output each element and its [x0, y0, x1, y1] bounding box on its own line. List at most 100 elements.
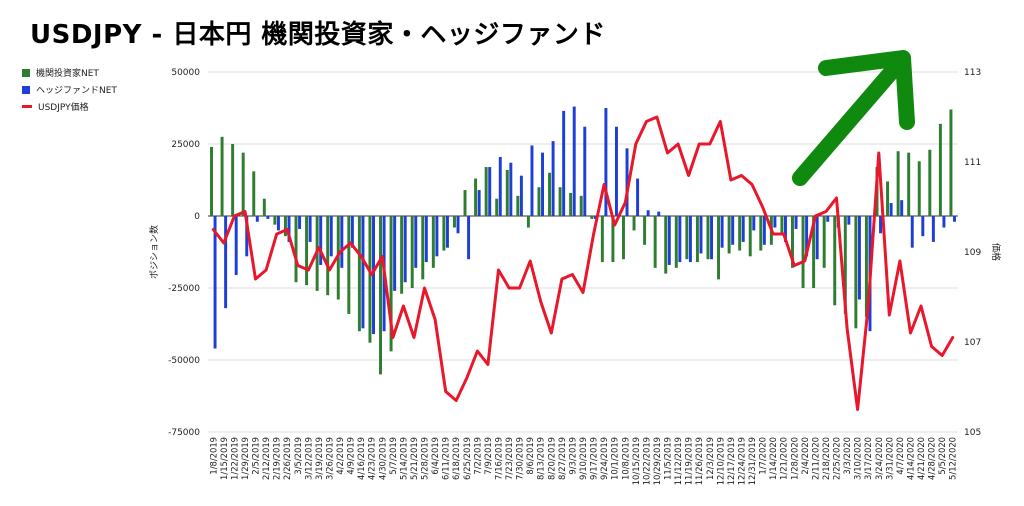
institutional-bar	[801, 216, 805, 288]
institutional-bar	[262, 198, 266, 216]
x-tick-label: 5/28/2019	[420, 437, 430, 480]
institutional-bar	[917, 161, 921, 216]
hedgefund-bar	[731, 216, 735, 245]
institutional-bar	[220, 136, 224, 216]
hedgefund-bar	[361, 216, 365, 329]
legend: 機関投資家NET ヘッジファンドNET USDJPY価格	[22, 64, 117, 115]
institutional-bar	[949, 109, 953, 216]
hedgefund-bar	[266, 216, 270, 219]
institutional-bar	[600, 216, 604, 263]
institutional-bar	[812, 216, 816, 288]
institutional-bar	[674, 216, 678, 268]
hedgefund-bar	[889, 203, 893, 216]
x-tick-label: 8/20/2019	[546, 437, 556, 480]
y-left-tick-label: -25000	[168, 284, 200, 294]
x-tick-label: 4/7/2020	[895, 437, 905, 475]
x-tick-label: 6/11/2019	[441, 437, 451, 480]
institutional-bar	[611, 216, 615, 263]
x-tick-label: 7/2/2019	[472, 437, 482, 475]
x-tick-label: 3/17/2020	[863, 437, 873, 480]
institutional-bar	[474, 178, 478, 216]
legend-label-hedgefund: ヘッジファンドNET	[36, 86, 117, 96]
x-tick-label: 11/26/2019	[694, 437, 704, 485]
institutional-bar	[558, 187, 562, 216]
x-tick-label: 9/3/2019	[567, 437, 577, 475]
hedgefund-bar	[298, 216, 302, 229]
y-right-tick-label: 109	[964, 248, 981, 258]
chart-title: USDJPY - 日本円 機関投資家・ヘッジファンド	[30, 20, 606, 50]
hedgefund-bar	[614, 126, 618, 216]
institutional-bar	[442, 216, 446, 251]
institutional-bar	[706, 216, 710, 260]
hedgefund-bar	[572, 106, 576, 216]
x-tick-label: 5/21/2019	[409, 437, 419, 480]
institutional-bar	[727, 216, 731, 254]
hedgefund-bar	[424, 216, 428, 263]
hedgefund-bar	[488, 167, 492, 216]
hedgefund-bar	[562, 110, 566, 216]
legend-item-hedgefund: ヘッジファンドNET	[22, 81, 117, 98]
institutional-bar	[569, 192, 573, 216]
y-left-tick-label: -50000	[168, 356, 200, 366]
hedgefund-bar	[815, 216, 819, 260]
hedgefund-bar	[308, 216, 312, 242]
institutional-bar	[864, 216, 868, 317]
x-tick-label: 3/24/2020	[874, 437, 884, 480]
hedgefund-bar	[910, 216, 914, 248]
hedgefund-bar	[340, 216, 344, 268]
hedgefund-bar	[372, 216, 375, 335]
institutional-bar	[516, 195, 520, 216]
institutional-bar	[379, 216, 382, 375]
institutional-bar	[495, 198, 499, 216]
x-tick-label: 1/7/2020	[758, 437, 768, 475]
institutional-bar	[210, 146, 213, 216]
institutional-bar	[548, 172, 552, 216]
hedgefund-bar	[625, 148, 629, 216]
institutional-bar	[505, 169, 509, 216]
hedgefund-bar	[287, 216, 291, 242]
x-tick-label: 1/15/2019	[219, 437, 229, 480]
institutional-bar	[421, 216, 425, 280]
x-tick-label: 2/25/2020	[832, 437, 842, 480]
hedgefund-bar	[435, 216, 439, 257]
institutional-bar	[695, 216, 699, 263]
x-tick-label: 11/12/2019	[673, 437, 683, 485]
y-right-tick-label: 113	[964, 68, 981, 78]
hedgefund-bar	[688, 216, 692, 263]
x-tick-label: 5/5/2020	[937, 437, 947, 475]
x-tick-label: 3/12/2019	[303, 437, 313, 480]
institutional-bar	[907, 152, 911, 216]
x-tick-label: 12/31/2019	[747, 437, 757, 485]
legend-swatch-hedgefund	[22, 85, 30, 94]
institutional-bar	[886, 181, 890, 216]
x-tick-label: 10/29/2019	[652, 437, 662, 485]
x-tick-label: 3/3/2020	[842, 437, 852, 475]
hedgefund-bar	[741, 216, 745, 242]
institutional-bar	[526, 216, 530, 228]
x-tick-label: 2/4/2020	[800, 437, 810, 475]
x-tick-label: 2/11/2020	[810, 437, 820, 480]
institutional-bar	[643, 216, 647, 245]
x-tick-label: 2/12/2019	[261, 437, 271, 480]
institutional-bar	[273, 216, 277, 225]
hedgefund-bar	[900, 200, 904, 216]
x-tick-label: 12/24/2019	[737, 437, 747, 485]
hedgefund-bar	[519, 175, 523, 216]
x-tick-label: 7/23/2019	[504, 437, 514, 480]
hedgefund-bar	[752, 216, 756, 231]
hedgefund-bar	[541, 152, 545, 216]
axes: 50000 25000 0 -25000 -50000 -75000 113 111 109 10…	[148, 68, 1002, 485]
y-right-tick-label: 105	[964, 428, 981, 438]
institutional-bar	[294, 216, 298, 283]
x-tick-label: 8/27/2019	[557, 437, 567, 480]
x-tick-label: 1/14/2020	[768, 437, 778, 480]
institutional-bar	[780, 216, 784, 234]
institutional-bar	[400, 216, 404, 294]
hedgefund-bar	[942, 216, 946, 228]
hedgefund-bar	[762, 216, 766, 245]
x-tick-label: 4/23/2019	[367, 437, 377, 480]
institutional-bar	[632, 216, 636, 231]
hedgefund-bar	[794, 216, 798, 229]
hedgefund-bar	[551, 141, 555, 216]
